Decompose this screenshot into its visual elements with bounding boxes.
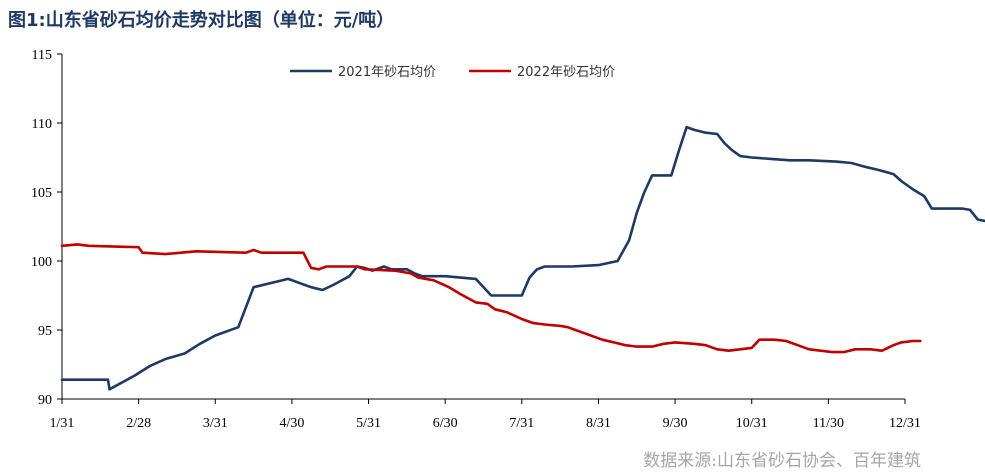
chart-series	[60, 125, 985, 391]
data-source-note: 数据来源:山东省砂石协会、百年建筑	[643, 451, 921, 471]
y-tick-label: 95	[38, 324, 52, 339]
x-tick-label: 12/31	[889, 416, 921, 431]
x-tick-label: 2/28	[126, 416, 151, 431]
series-line-1	[60, 125, 985, 391]
x-tick-label: 3/31	[203, 416, 228, 431]
legend-label-2: 2022年砂石均价	[517, 65, 615, 80]
x-tick-label: 1/31	[50, 416, 75, 431]
y-tick-label: 110	[32, 117, 52, 132]
x-tick-label: 5/31	[356, 416, 381, 431]
x-tick-label: 8/31	[586, 416, 611, 431]
x-tick-label: 11/30	[813, 416, 844, 431]
series-line-2	[60, 243, 922, 354]
x-tick-label: 6/30	[433, 416, 458, 431]
chart-title: 图1:山东省砂石均价走势对比图（单位：元/吨）	[8, 10, 395, 31]
x-tick-label: 10/31	[736, 416, 768, 431]
x-tick-label: 9/30	[663, 416, 688, 431]
chart-legend: 2021年砂石均价 2022年砂石均价	[290, 65, 615, 80]
y-tick-label: 90	[38, 393, 52, 408]
y-tick-label: 105	[31, 186, 52, 201]
y-tick-label: 100	[31, 255, 52, 270]
y-tick-label: 115	[32, 48, 52, 63]
x-tick-label: 4/30	[279, 416, 304, 431]
chart-axes: 90 95 100 105 110 115 1/31 2/28 3/31 4/30 5/31 6/30…	[31, 48, 921, 431]
x-tick-label: 7/31	[509, 416, 534, 431]
legend-label-1: 2021年砂石均价	[338, 65, 436, 80]
